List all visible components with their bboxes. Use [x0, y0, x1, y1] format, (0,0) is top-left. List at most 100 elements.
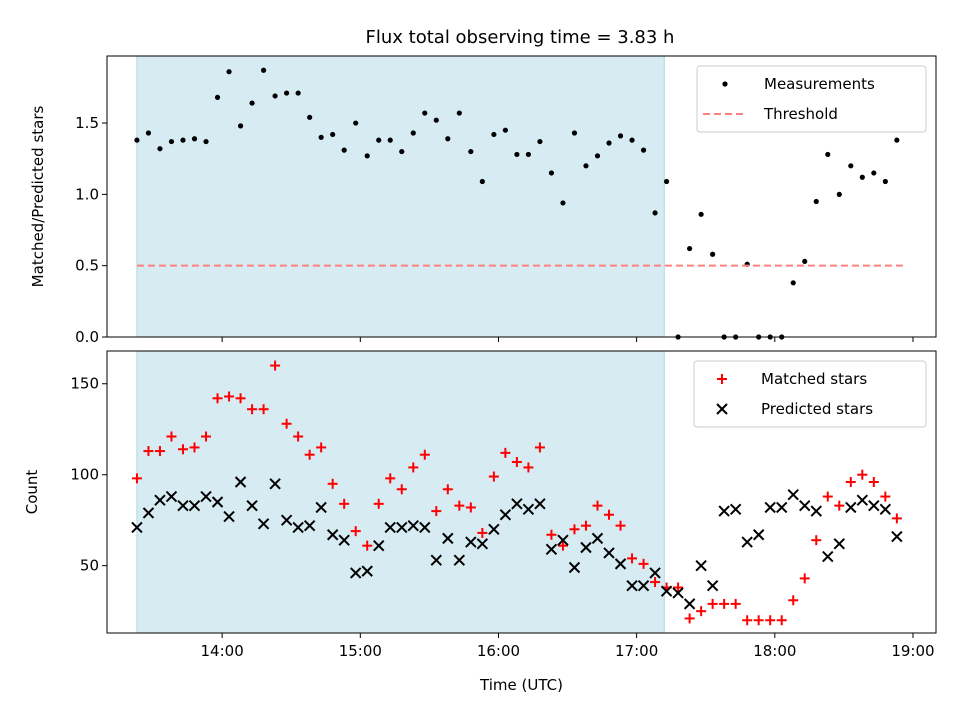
- predicted-star-marker: [868, 499, 880, 512]
- matched-star-marker: [247, 404, 258, 415]
- predicted-star-marker: [142, 507, 155, 519]
- matched-star-marker: [408, 462, 419, 473]
- bottom-y-axis-label: Count: [23, 470, 41, 515]
- measurement-point: [548, 170, 555, 176]
- measurement-point: [859, 174, 865, 180]
- predicted-star-marker: [683, 598, 696, 610]
- legend-dot-icon: [722, 81, 728, 87]
- legend-entry: Predicted stars: [716, 400, 873, 418]
- predicted-star-marker: [776, 501, 788, 514]
- matched-star-marker: [857, 469, 868, 480]
- predicted-star-marker: [200, 490, 212, 503]
- measurement-point: [594, 153, 601, 159]
- measurement-point: [214, 94, 221, 100]
- matched-star-marker: [845, 476, 856, 487]
- measurement-point: [295, 90, 301, 96]
- bottom-plot-area: [106, 350, 937, 634]
- measurement-point: [640, 147, 647, 153]
- matched-star-marker: [719, 598, 730, 609]
- predicted-star-marker: [799, 499, 811, 512]
- predicted-star-marker: [626, 579, 638, 592]
- predicted-star-marker: [292, 521, 304, 534]
- matched-star-marker: [604, 509, 615, 520]
- measurement-point: [894, 137, 900, 143]
- predicted-star-marker: [131, 521, 143, 534]
- predicted-star-marker: [373, 539, 385, 552]
- top-legend: Measurements Threshold: [696, 65, 927, 133]
- matched-star-marker: [385, 473, 396, 484]
- legend-label: Measurements: [764, 75, 875, 93]
- measurement-point: [422, 110, 428, 116]
- predicted-star-marker: [718, 505, 730, 517]
- predicted-star-marker: [891, 530, 903, 543]
- top-panel: 0.0 0.5 1.0 1.5 Matched/Predicted stars Mea…: [29, 55, 937, 346]
- matched-star-marker: [224, 391, 235, 402]
- predicted-star-marker: [453, 554, 466, 566]
- measurement-point: [318, 134, 324, 140]
- chart-title: Flux total observing time = 3.83 h: [366, 27, 675, 48]
- x-tick-label: 16:00: [477, 642, 520, 660]
- x-tick-label: 14:00: [201, 642, 244, 660]
- matched-star-marker: [765, 615, 776, 626]
- matched-star-marker: [154, 446, 165, 457]
- matched-star-marker: [304, 449, 315, 460]
- matched-star-marker: [270, 360, 281, 371]
- matched-star-marker: [534, 442, 545, 453]
- matched-star-marker: [569, 524, 580, 535]
- measurement-point: [168, 138, 175, 145]
- measurement-point: [825, 151, 831, 158]
- matched-star-marker: [212, 393, 223, 404]
- matched-star-marker: [580, 520, 591, 531]
- matched-star-marker: [454, 500, 465, 511]
- matched-star-marker: [350, 526, 361, 537]
- matched-star-marker: [891, 513, 902, 524]
- measurement-point: [571, 130, 578, 136]
- measurement-point: [560, 200, 566, 206]
- predicted-star-marker: [257, 518, 270, 530]
- matched-star-marker: [488, 471, 499, 482]
- predicted-star-marker: [349, 567, 362, 579]
- matched-star-marker: [627, 553, 638, 564]
- matched-star-marker: [696, 606, 707, 617]
- matched-star-marker: [615, 520, 626, 531]
- measurement-point: [848, 163, 854, 169]
- predicted-star-marker: [557, 534, 569, 546]
- predicted-star-marker: [246, 499, 258, 512]
- predicted-star-marker: [223, 510, 235, 523]
- predicted-star-marker: [522, 503, 535, 515]
- matched-star-marker: [500, 447, 511, 458]
- matched-star-marker: [442, 484, 453, 495]
- matched-star-marker: [327, 478, 338, 489]
- predicted-star-marker: [442, 532, 454, 545]
- y-tick-label: 1.0: [75, 185, 99, 203]
- predicted-star-marker: [695, 559, 707, 572]
- x-tick-label: 15:00: [339, 642, 382, 660]
- predicted-star-marker: [280, 514, 293, 526]
- measurement-point: [330, 131, 336, 138]
- measurement-point: [836, 191, 842, 197]
- matched-star-marker: [431, 506, 442, 517]
- legend-entry: Threshold: [703, 105, 838, 123]
- matched-star-marker: [189, 442, 200, 453]
- matched-star-marker: [362, 540, 373, 551]
- measurement-point: [802, 258, 808, 265]
- measurement-point: [583, 163, 589, 169]
- predicted-star-marker: [833, 538, 845, 550]
- predicted-star-marker: [499, 509, 512, 521]
- measurement-point: [203, 138, 209, 145]
- measurement-point: [387, 137, 393, 143]
- matched-star-marker: [316, 442, 327, 453]
- matched-star-marker: [293, 431, 304, 442]
- top-plot-area: [106, 55, 937, 338]
- predicted-star-marker: [165, 490, 178, 503]
- measurement-point: [180, 137, 186, 143]
- predicted-star-marker: [188, 499, 201, 512]
- predicted-star-marker: [430, 554, 443, 566]
- predicted-star-marker: [741, 536, 753, 548]
- measurement-point: [249, 100, 255, 106]
- x-tick-label: 17:00: [615, 642, 658, 660]
- measurement-point: [134, 137, 140, 143]
- measurement-point: [663, 178, 670, 185]
- predicted-star-marker: [603, 547, 615, 559]
